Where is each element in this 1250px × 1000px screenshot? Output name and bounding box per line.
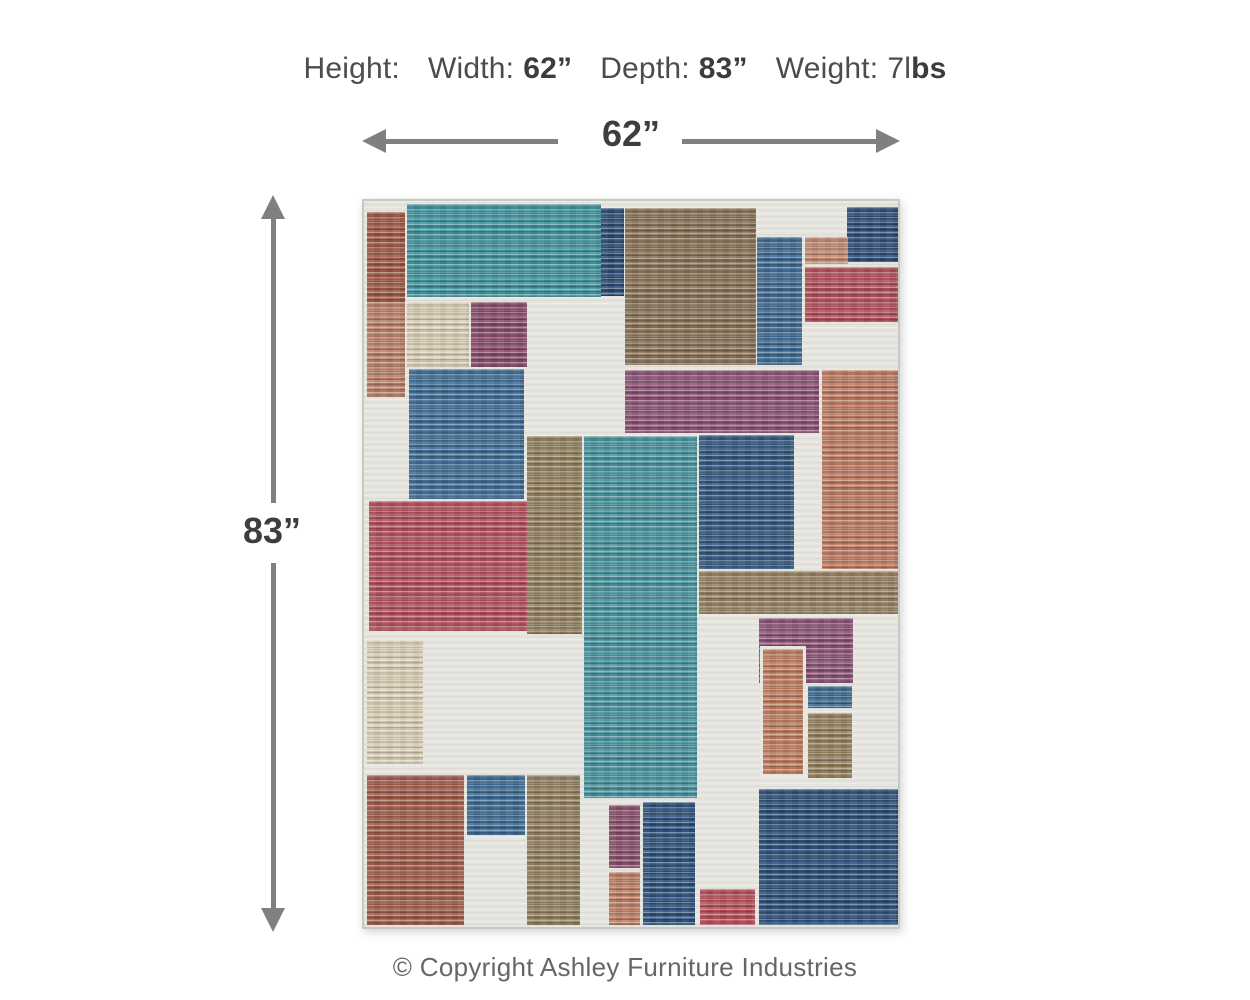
rug-patch-tan-band (699, 571, 898, 614)
width-spec: Width: 62” (428, 52, 572, 86)
rug-patch-salmon-left (367, 302, 405, 397)
rug-patch-navy-bottom-right (759, 789, 898, 925)
depth-value: 83” (698, 52, 748, 85)
rug-patch-salmon-small-top-right (805, 237, 848, 264)
depth-label: Depth: (600, 52, 690, 85)
rug-patch-purple-wide (625, 370, 819, 433)
rug-patch-teal-top (407, 204, 601, 297)
weight-spec: Weight: 7l bs (776, 52, 947, 86)
arrow-right-icon (876, 129, 900, 153)
height-label: Height: (303, 52, 400, 85)
rug-patch-tan-strip-bottom (527, 775, 580, 925)
width-dimension-arrow: 62” (362, 113, 900, 155)
rug-patch-orange-nested (760, 646, 806, 777)
arrow-line (271, 563, 276, 910)
weight-label: Weight: (775, 52, 879, 85)
rug-patch-navy-bottom-mid (643, 802, 695, 925)
width-value: 62” (523, 52, 573, 85)
width-label: Width: (427, 52, 515, 85)
rug-patch-navy-mid (699, 435, 794, 569)
rug-patch-teal-center (584, 436, 697, 798)
rug-field (364, 201, 898, 927)
rug-patch-plum-top-mid (471, 302, 527, 367)
rug-patch-red-left (369, 501, 527, 631)
rug-patch-rust-bottom-left (367, 775, 464, 925)
rug-patch-steelblue-top-right (757, 237, 802, 365)
arrow-line (380, 139, 558, 144)
rug-product-image (362, 199, 900, 929)
dimensions-bar: Height: Width: 62” Depth: 83” Weight: 7l… (0, 52, 1250, 86)
rug-patch-tan-block-top (625, 208, 756, 365)
height-dimension-arrow: 83” (243, 195, 301, 932)
arrow-line (271, 215, 276, 503)
rug-patch-steelblue-bottom (467, 775, 525, 835)
copyright-text: © Copyright Ashley Furniture Industries (392, 952, 858, 982)
rug-patch-plum-strip-bottom (609, 805, 640, 868)
rug-patch-tan-nested (808, 713, 852, 778)
rug-patch-blue-nested (808, 686, 852, 708)
rug-patch-orange-strip-bottom (609, 872, 640, 925)
rug-patch-navy-top-right (847, 207, 898, 262)
depth-spec: Depth: 83” (600, 52, 748, 86)
width-arrow-label: 62” (601, 113, 661, 154)
rug-patch-rust-top-left (367, 212, 405, 302)
arrow-down-icon (261, 908, 285, 932)
rug-patch-navy-strip-top (601, 208, 624, 296)
rug-patch-cream-mid (407, 302, 469, 367)
weight-value: 7l (887, 52, 912, 85)
arrow-line (682, 139, 882, 144)
height-arrow-label: 83” (242, 510, 302, 551)
rug-patch-red-top-right (805, 267, 898, 322)
rug-patch-steelblue-left (409, 369, 524, 499)
rug-patch-red-bottom (700, 889, 755, 925)
weight-unit: bs (911, 52, 947, 85)
rug-patch-cream-left (367, 640, 423, 764)
height-spec: Height: (304, 52, 400, 86)
rug-patch-tan-strip-mid (527, 436, 582, 634)
rug-patch-orange-right (822, 370, 898, 569)
